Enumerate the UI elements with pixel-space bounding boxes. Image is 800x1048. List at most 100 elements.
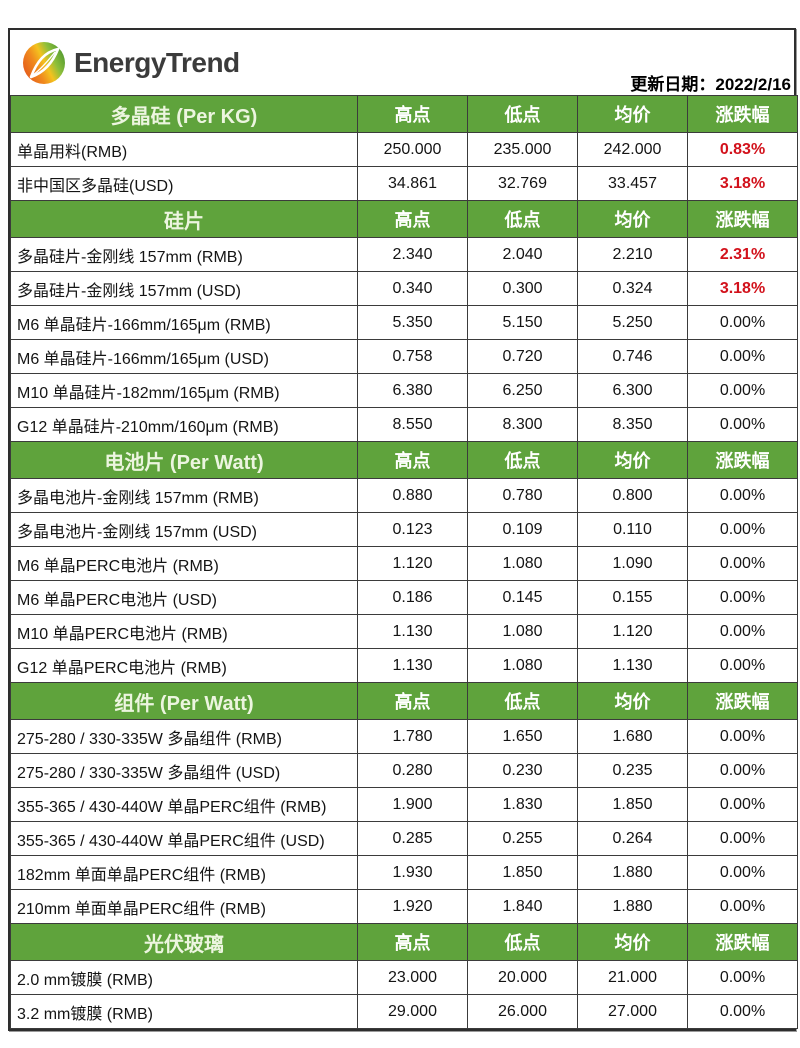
table-row: M6 单晶硅片-166mm/165μm (RMB) 5.350 5.150 5.250… <box>10 305 798 340</box>
change-cell: 0.00% <box>687 512 798 547</box>
avg-cell: 1.120 <box>577 614 688 649</box>
low-cell: 8.300 <box>467 407 578 442</box>
table-row: 2.0 mm镀膜 (RMB) 23.000 20.000 21.000 0.00% <box>10 960 798 995</box>
change-cell: 0.00% <box>687 305 798 340</box>
change-cell: 0.00% <box>687 580 798 615</box>
col-header-change: 涨跌幅 <box>687 95 798 133</box>
row-label: G12 单晶PERC电池片 (RMB) <box>10 648 358 683</box>
low-cell: 20.000 <box>467 960 578 995</box>
low-cell: 235.000 <box>467 132 578 167</box>
brand-wordmark: EnergyTrend <box>74 46 240 78</box>
table-row: 非中国区多晶硅(USD) 34.861 32.769 33.457 3.18% <box>10 166 798 201</box>
row-label: 2.0 mm镀膜 (RMB) <box>10 960 358 995</box>
change-cell: 0.00% <box>687 787 798 822</box>
avg-cell: 242.000 <box>577 132 688 167</box>
section-title: 硅片 <box>10 200 358 238</box>
table-row: M10 单晶硅片-182mm/165μm (RMB) 6.380 6.250 6.30… <box>10 373 798 408</box>
row-label: G12 单晶硅片-210mm/160μm (RMB) <box>10 407 358 442</box>
table-row: 多晶电池片-金刚线 157mm (RMB) 0.880 0.780 0.800 0.00… <box>10 478 798 513</box>
low-cell: 0.300 <box>467 271 578 306</box>
row-label: M6 单晶硅片-166mm/165μm (USD) <box>10 339 358 374</box>
section-header-row: 多晶硅 (Per KG) 高点 低点 均价 涨跌幅 <box>10 95 798 133</box>
high-cell: 0.280 <box>357 753 468 788</box>
col-header-low: 低点 <box>467 682 578 720</box>
price-table: 多晶硅 (Per KG) 高点 低点 均价 涨跌幅 单晶用料(RMB) 250.000 235… <box>10 95 798 1029</box>
low-cell: 1.830 <box>467 787 578 822</box>
col-header-change: 涨跌幅 <box>687 441 798 479</box>
high-cell: 0.340 <box>357 271 468 306</box>
energytrend-leaf-logo-icon <box>23 41 65 84</box>
low-cell: 0.720 <box>467 339 578 374</box>
section-title: 电池片 (Per Watt) <box>10 441 358 479</box>
col-header-high: 高点 <box>357 923 468 961</box>
high-cell: 0.758 <box>357 339 468 374</box>
row-label: M10 单晶硅片-182mm/165μm (RMB) <box>10 373 358 408</box>
col-header-avg: 均价 <box>577 95 688 133</box>
col-header-avg: 均价 <box>577 441 688 479</box>
change-cell: 0.00% <box>687 339 798 374</box>
avg-cell: 1.880 <box>577 855 688 890</box>
row-label: 275-280 / 330-335W 多晶组件 (RMB) <box>10 719 358 754</box>
avg-cell: 0.800 <box>577 478 688 513</box>
change-cell: 0.00% <box>687 546 798 581</box>
high-cell: 0.880 <box>357 478 468 513</box>
col-header-low: 低点 <box>467 441 578 479</box>
low-cell: 6.250 <box>467 373 578 408</box>
avg-cell: 1.850 <box>577 787 688 822</box>
table-row: M6 单晶PERC电池片 (RMB) 1.120 1.080 1.090 0.00% <box>10 546 798 581</box>
col-header-high: 高点 <box>357 682 468 720</box>
change-cell: 3.18% <box>687 166 798 201</box>
table-row: 多晶硅片-金刚线 157mm (USD) 0.340 0.300 0.324 3.18% <box>10 271 798 306</box>
row-label: M6 单晶硅片-166mm/165μm (RMB) <box>10 305 358 340</box>
section-title: 组件 (Per Watt) <box>10 682 358 720</box>
row-label: 多晶电池片-金刚线 157mm (RMB) <box>10 478 358 513</box>
low-cell: 0.145 <box>467 580 578 615</box>
table-row: 182mm 单面单晶PERC组件 (RMB) 1.930 1.850 1.880 0.0… <box>10 855 798 890</box>
table-row: G12 单晶PERC电池片 (RMB) 1.130 1.080 1.130 0.00% <box>10 648 798 683</box>
low-cell: 1.850 <box>467 855 578 890</box>
high-cell: 6.380 <box>357 373 468 408</box>
row-label: 355-365 / 430-440W 单晶PERC组件 (USD) <box>10 821 358 856</box>
section-header-row: 电池片 (Per Watt) 高点 低点 均价 涨跌幅 <box>10 441 798 479</box>
change-cell: 0.00% <box>687 719 798 754</box>
avg-cell: 0.746 <box>577 339 688 374</box>
avg-cell: 27.000 <box>577 994 688 1029</box>
row-label: 210mm 单面单晶PERC组件 (RMB) <box>10 889 358 924</box>
table-row: 多晶硅片-金刚线 157mm (RMB) 2.340 2.040 2.210 2.31% <box>10 237 798 272</box>
col-header-avg: 均价 <box>577 682 688 720</box>
row-label: 非中国区多晶硅(USD) <box>10 166 358 201</box>
high-cell: 1.130 <box>357 614 468 649</box>
section-header-row: 组件 (Per Watt) 高点 低点 均价 涨跌幅 <box>10 682 798 720</box>
avg-cell: 21.000 <box>577 960 688 995</box>
change-cell: 0.83% <box>687 132 798 167</box>
row-label: M10 单晶PERC电池片 (RMB) <box>10 614 358 649</box>
change-cell: 0.00% <box>687 889 798 924</box>
high-cell: 250.000 <box>357 132 468 167</box>
table-row: 多晶电池片-金刚线 157mm (USD) 0.123 0.109 0.110 0.00… <box>10 512 798 547</box>
low-cell: 0.230 <box>467 753 578 788</box>
section-title: 光伏玻璃 <box>10 923 358 961</box>
avg-cell: 0.324 <box>577 271 688 306</box>
change-cell: 0.00% <box>687 373 798 408</box>
avg-cell: 1.880 <box>577 889 688 924</box>
change-cell: 0.00% <box>687 994 798 1029</box>
change-cell: 0.00% <box>687 614 798 649</box>
low-cell: 2.040 <box>467 237 578 272</box>
col-header-change: 涨跌幅 <box>687 923 798 961</box>
table-row: 275-280 / 330-335W 多晶组件 (USD) 0.280 0.230 0… <box>10 753 798 788</box>
row-label: 多晶硅片-金刚线 157mm (RMB) <box>10 237 358 272</box>
row-label: M6 单晶PERC电池片 (USD) <box>10 580 358 615</box>
col-header-low: 低点 <box>467 923 578 961</box>
low-cell: 1.650 <box>467 719 578 754</box>
high-cell: 1.920 <box>357 889 468 924</box>
table-row: M6 单晶PERC电池片 (USD) 0.186 0.145 0.155 0.00% <box>10 580 798 615</box>
row-label: M6 单晶PERC电池片 (RMB) <box>10 546 358 581</box>
low-cell: 0.109 <box>467 512 578 547</box>
avg-cell: 33.457 <box>577 166 688 201</box>
col-header-low: 低点 <box>467 200 578 238</box>
high-cell: 5.350 <box>357 305 468 340</box>
table-row: 355-365 / 430-440W 单晶PERC组件 (RMB) 1.900 1.… <box>10 787 798 822</box>
avg-cell: 1.130 <box>577 648 688 683</box>
avg-cell: 8.350 <box>577 407 688 442</box>
low-cell: 1.080 <box>467 546 578 581</box>
